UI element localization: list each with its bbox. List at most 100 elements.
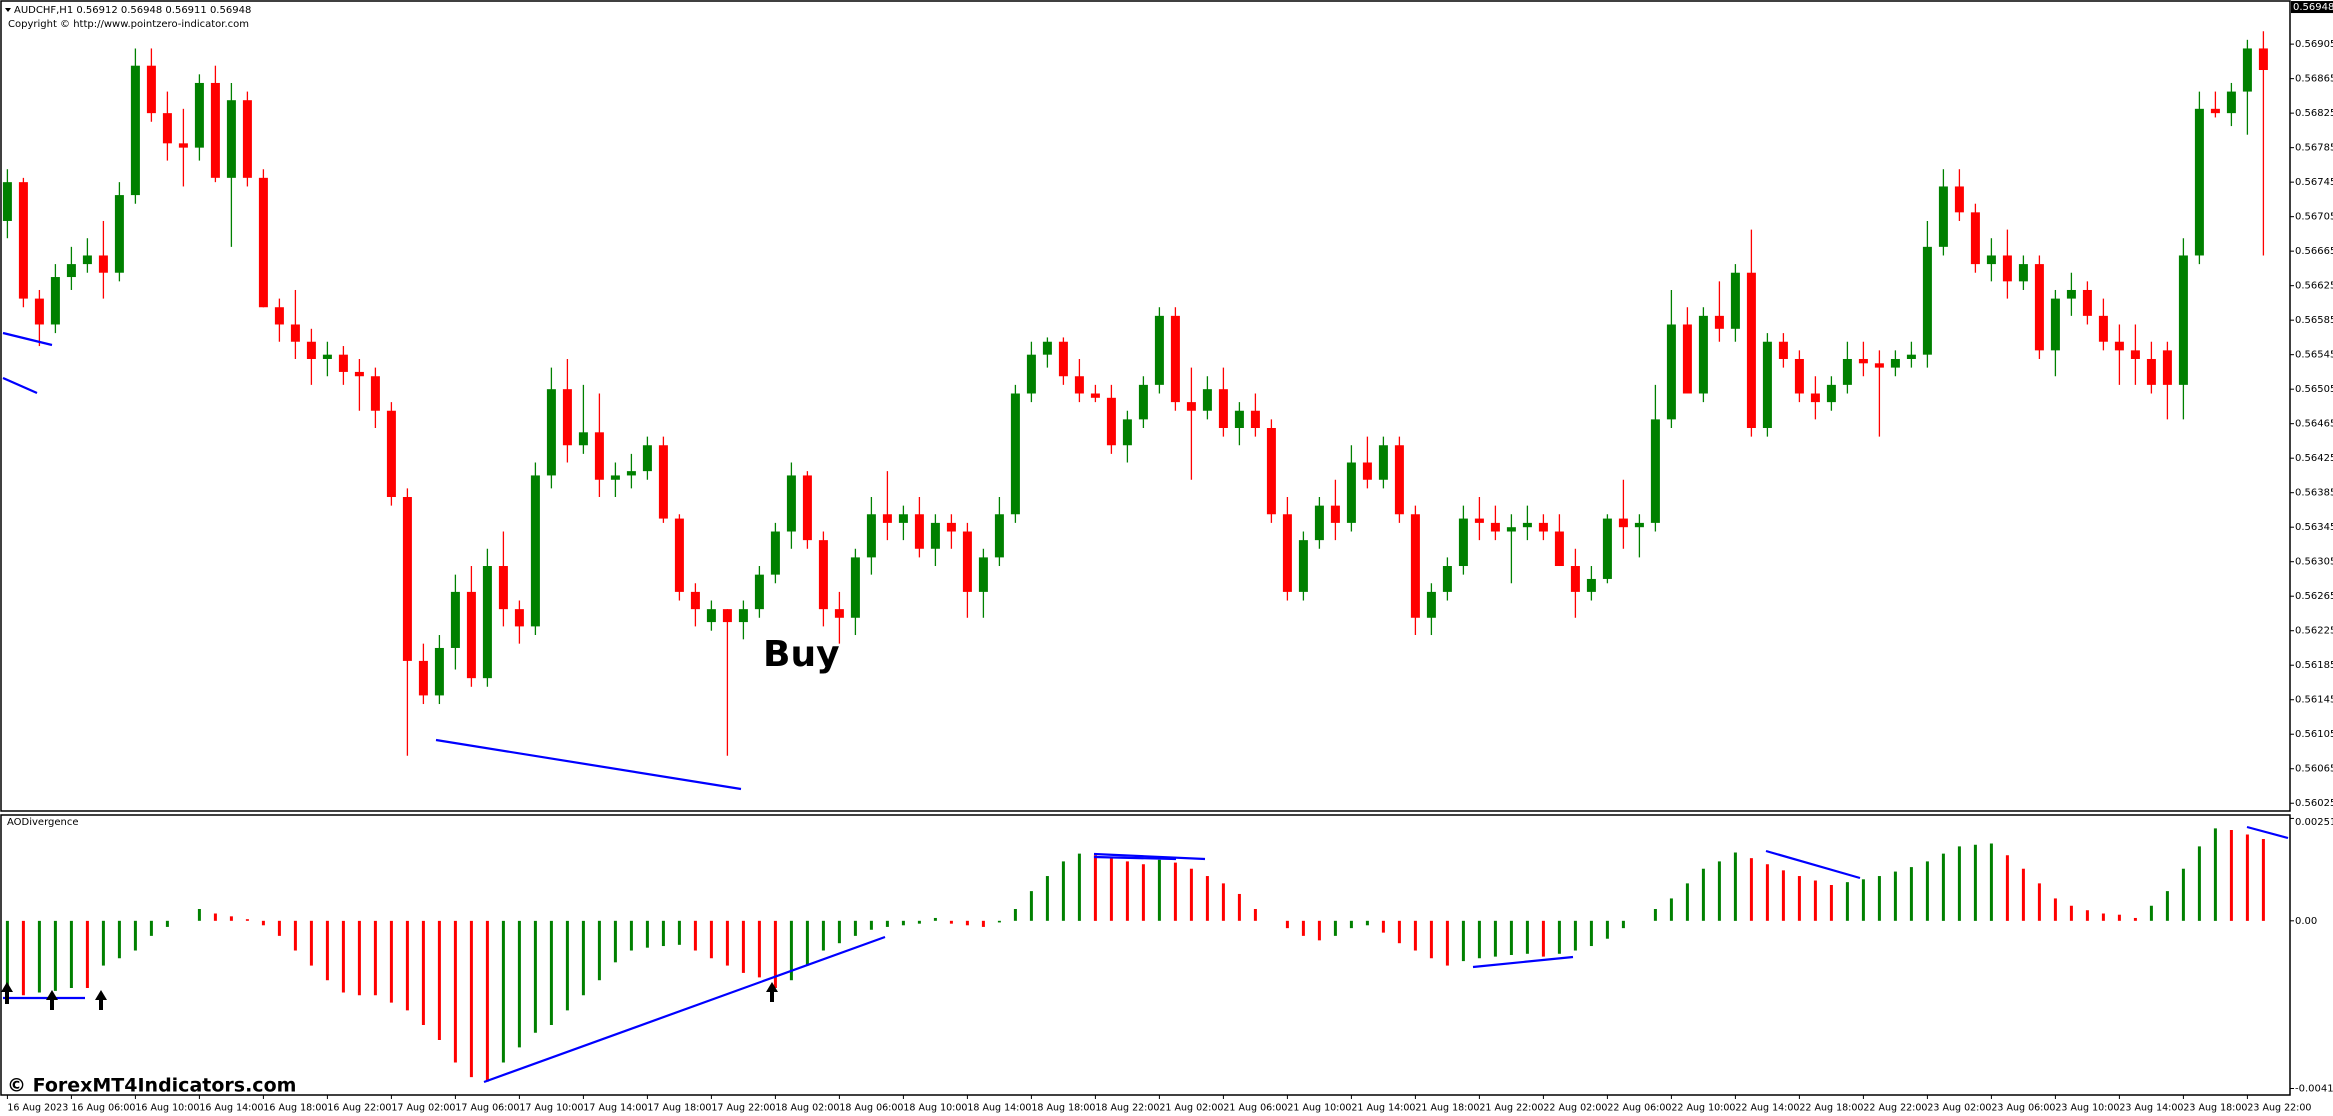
candle-body	[482, 566, 492, 679]
candle-body	[802, 475, 812, 541]
y-tick-label: 0.56385	[2295, 488, 2333, 499]
divergence-line	[2, 376, 38, 395]
candle-body	[994, 514, 1004, 558]
candle-body	[2114, 341, 2124, 351]
candle-body	[210, 82, 220, 178]
candle-body	[1762, 341, 1772, 428]
candle-body	[2210, 108, 2220, 114]
candle-body	[834, 609, 844, 618]
y-tick-label: 0.56545	[2295, 350, 2333, 361]
signal-arrows	[1, 982, 778, 1010]
x-tick-label: 21 Aug 10:00	[1287, 1103, 1351, 1114]
y-tick-label: 0.56865	[2295, 74, 2333, 85]
candle-body	[98, 255, 108, 273]
candle-body	[2034, 264, 2044, 351]
candle-body	[1202, 389, 1212, 411]
candle-body	[1794, 358, 1804, 394]
y-tick-label: 0.56705	[2295, 212, 2333, 223]
candle-body	[1730, 272, 1740, 329]
candle-body	[1106, 397, 1116, 446]
candle-body	[2146, 358, 2156, 385]
candle-body	[226, 100, 236, 178]
candle-body	[354, 371, 364, 377]
indicator-title: AODivergence	[7, 817, 79, 828]
candle-body	[1010, 393, 1020, 515]
candle-body	[1778, 341, 1788, 359]
x-tick-label: 16 Aug 18:00	[263, 1103, 327, 1114]
candle-body	[2018, 264, 2028, 282]
candle-body	[1618, 518, 1628, 528]
y-tick-label: 0.56505	[2295, 384, 2333, 395]
x-tick-label: 16 Aug 2023	[7, 1103, 68, 1114]
y-tick-label: 0.56065	[2295, 764, 2333, 775]
candle-body	[1378, 445, 1388, 480]
candle-body	[754, 574, 764, 610]
candle-body	[1922, 246, 1932, 355]
candle-body	[850, 557, 860, 618]
candle-body	[1394, 445, 1404, 515]
candle-body	[1122, 419, 1132, 446]
candle-body	[2130, 350, 2140, 359]
candle-body	[1874, 363, 1884, 368]
buy-label: Buy	[763, 634, 840, 675]
candle-body	[1314, 505, 1324, 541]
candle-body	[1074, 376, 1084, 394]
candle-body	[306, 341, 316, 359]
candle-body	[146, 65, 156, 114]
candle-body	[770, 531, 780, 575]
x-tick-label: 17 Aug 22:00	[711, 1103, 775, 1114]
candle-body	[1538, 522, 1548, 532]
candle-body	[914, 514, 924, 549]
x-tick-label: 21 Aug 06:00	[1223, 1103, 1287, 1114]
candle-body	[1426, 591, 1436, 618]
candle-body	[882, 514, 892, 523]
candle-body	[898, 514, 908, 523]
candle-body	[1554, 531, 1564, 567]
candle-body	[178, 143, 188, 148]
candle-body	[1842, 358, 1852, 385]
candle-body	[18, 182, 28, 299]
candle-body	[2066, 289, 2076, 299]
candle-body	[66, 264, 76, 278]
candle-body	[418, 660, 428, 696]
y-tick-label: 0.56745	[2295, 177, 2333, 188]
watermark: © ForexMT4Indicators.com	[7, 1075, 296, 1097]
candle-body	[546, 389, 556, 476]
x-tick-label: 23 Aug 10:00	[2055, 1103, 2119, 1114]
x-tick-label: 22 Aug 14:00	[1735, 1103, 1799, 1114]
candle-body	[130, 65, 140, 196]
candle-body	[1858, 358, 1868, 364]
candle-body	[242, 100, 252, 178]
y-tick-label: -0.00412	[2295, 1083, 2333, 1094]
candle-body	[610, 475, 620, 480]
y-tick-label: 0.56585	[2295, 315, 2333, 326]
candle-body	[578, 432, 588, 446]
y-tick-label: 0.56825	[2295, 108, 2333, 119]
candle-body	[402, 497, 412, 661]
candle-body	[2178, 255, 2188, 385]
candle-body	[274, 307, 284, 325]
x-tick-label: 16 Aug 10:00	[135, 1103, 199, 1114]
y-tick-label: 0.56665	[2295, 246, 2333, 257]
x-tick-label: 22 Aug 06:00	[1607, 1103, 1671, 1114]
x-tick-label: 17 Aug 06:00	[455, 1103, 519, 1114]
candle-body	[738, 609, 748, 623]
candle-body	[1026, 354, 1036, 394]
candle-body	[82, 255, 92, 265]
buy-arrow	[95, 990, 107, 1010]
candle-body	[1442, 566, 1452, 592]
candle-body	[2050, 298, 2060, 351]
candle-body	[50, 277, 60, 325]
candle-body	[2, 182, 12, 221]
candle-body	[1410, 514, 1420, 618]
candle-body	[1826, 384, 1836, 403]
indicator-pane	[0, 814, 2291, 1096]
candle-body	[338, 354, 348, 372]
x-tick-label: 17 Aug 18:00	[647, 1103, 711, 1114]
y-tick-label: 0.56345	[2295, 522, 2333, 533]
buy-arrow	[46, 990, 58, 1010]
y-tick-label: 0.56425	[2295, 453, 2333, 464]
candle-body	[642, 445, 652, 472]
candle-body	[962, 531, 972, 592]
